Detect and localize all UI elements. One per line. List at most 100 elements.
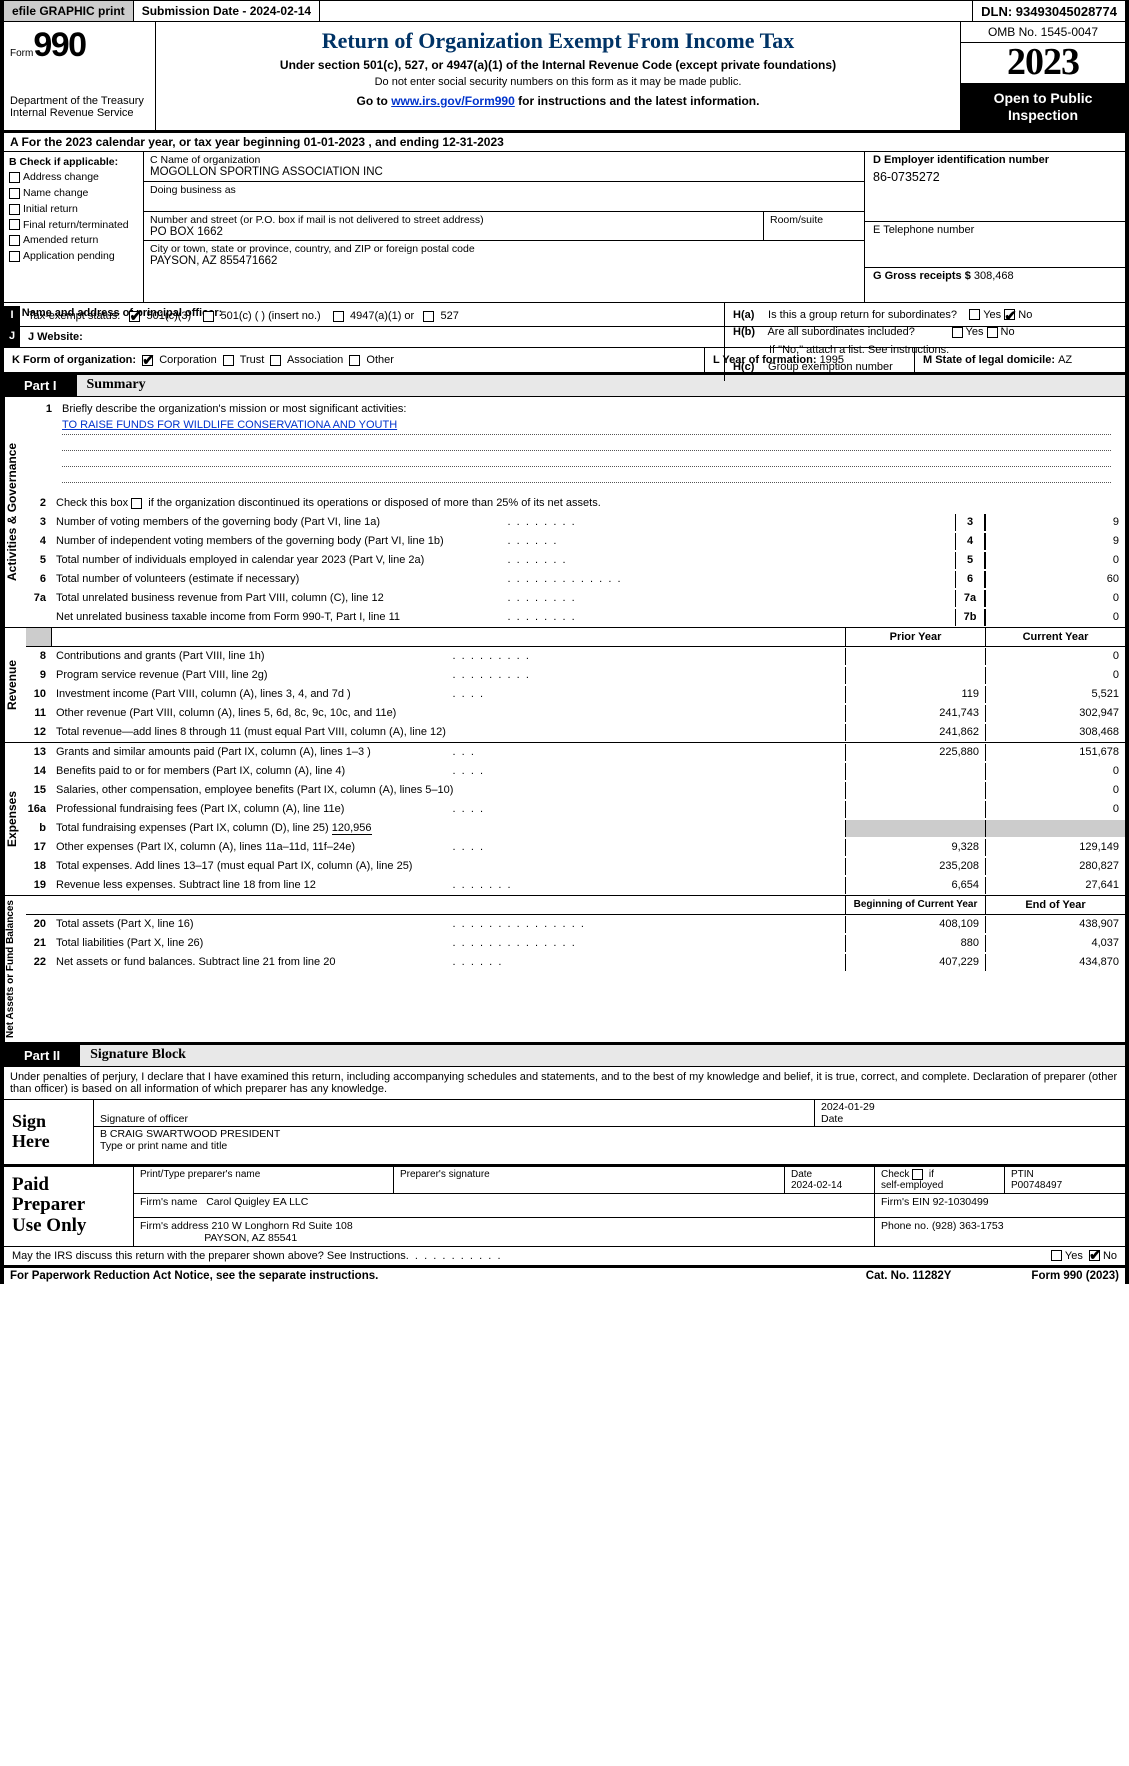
line-10-label: Investment income (Part VIII, column (A)… [52,688,449,700]
line-13-current: 151,678 [985,744,1125,761]
part-1-expenses: Expenses 13Grants and similar amounts pa… [0,743,1129,896]
line-14-prior [845,763,985,780]
check-amended-return[interactable] [9,235,20,246]
line-16b-current [985,820,1125,837]
line-3-label: Number of voting members of the governin… [52,516,504,528]
hdr-end-year: End of Year [985,896,1125,914]
line-18-label: Total expenses. Add lines 13–17 (must eq… [52,860,845,872]
line-20-current: 438,907 [985,916,1125,933]
part-1-governance: Activities & Governance 1Briefly describ… [0,397,1129,628]
part-2-header: Part II Signature Block [0,1045,1129,1067]
firm-phone: (928) 363-1753 [932,1220,1004,1232]
ein-label: D Employer identification number [873,154,1117,166]
org-name-label: C Name of organization [150,154,858,166]
hdr-beginning-year: Beginning of Current Year [845,896,985,914]
part-1-net-assets: Net Assets or Fund Balances Beginning of… [0,896,1129,1045]
address-label: Number and street (or P.O. box if mail i… [150,214,757,226]
line-18-prior: 235,208 [845,858,985,875]
line-11-prior: 241,743 [845,705,985,722]
line-19-label: Revenue less expenses. Subtract line 18 … [52,879,449,891]
line-21-current: 4,037 [985,935,1125,952]
line-14-label: Benefits paid to or for members (Part IX… [52,765,449,777]
line-20-label: Total assets (Part X, line 16) [52,918,449,930]
line-10-current: 5,521 [985,686,1125,703]
check-self-employed[interactable] [912,1169,923,1180]
signature-declaration: Under penalties of perjury, I declare th… [0,1067,1129,1100]
section-j: J J Website: [0,327,1129,348]
check-527[interactable] [423,311,434,322]
check-initial-return[interactable] [9,204,20,215]
line-22-current: 434,870 [985,954,1125,971]
check-name-change[interactable] [9,188,20,199]
line-8-current: 0 [985,648,1125,665]
firm-ein: 92-1030499 [933,1196,989,1208]
line-8-prior [845,648,985,665]
line-20-prior: 408,109 [845,916,985,933]
check-application-pending[interactable] [9,251,20,262]
line-18-current: 280,827 [985,858,1125,875]
check-address-change[interactable] [9,172,20,183]
line-22-label: Net assets or fund balances. Subtract li… [52,956,449,968]
discuss-no[interactable] [1089,1250,1100,1261]
efile-print-button[interactable]: efile GRAPHIC print [4,1,134,21]
cat-no: Cat. No. 11282Y [866,1270,952,1282]
address: PO BOX 1662 [150,226,757,238]
line-17-current: 129,149 [985,839,1125,856]
line-5-value: 0 [985,552,1125,569]
check-discontinued[interactable] [131,498,142,509]
firm-name: Carol Quigley EA LLC [206,1196,308,1208]
hdr-current-year: Current Year [985,628,1125,646]
check-501c[interactable] [203,311,214,322]
side-label-revenue: Revenue [4,628,26,742]
line-16a-prior [845,801,985,818]
form-footer: For Paperwork Reduction Act Notice, see … [0,1268,1129,1284]
irs-gov-link[interactable]: www.irs.gov/Form990 [391,94,515,108]
line-4-label: Number of independent voting members of … [52,535,504,547]
line-22-prior: 407,229 [845,954,985,971]
line-12-prior: 241,862 [845,724,985,741]
officer-name-title: B CRAIG SWARTWOOD PRESIDENT [100,1128,280,1140]
check-501c3[interactable] [129,311,140,322]
check-final-return[interactable] [9,219,20,230]
line-15-label: Salaries, other compensation, employee b… [52,784,845,796]
section-k-l-m: K Form of organization: Corporation Trus… [0,348,1129,375]
line-13-label: Grants and similar amounts paid (Part IX… [52,746,449,758]
line-21-prior: 880 [845,935,985,952]
line-11-current: 302,947 [985,705,1125,722]
line-17-prior: 9,328 [845,839,985,856]
line-9-label: Program service revenue (Part VIII, line… [52,669,449,681]
line-2-label: Check this box if the organization disco… [52,497,1125,509]
paid-preparer-label: PaidPreparerUse Only [4,1167,134,1246]
side-label-governance: Activities & Governance [4,397,26,627]
line-17-label: Other expenses (Part IX, column (A), lin… [52,841,449,853]
line-9-prior [845,667,985,684]
tax-year: 2023 [961,43,1125,84]
prep-date: 2024-02-14 [791,1180,842,1191]
room-suite-label: Room/suite [770,214,858,226]
sign-here-block: Sign Here Signature of officer 2024-01-2… [0,1100,1129,1167]
form-subtitle-2: Do not enter social security numbers on … [166,76,950,88]
org-name: MOGOLLON SPORTING ASSOCIATION INC [150,166,858,178]
city-value: PAYSON, AZ 855471662 [150,255,858,267]
part-1-revenue: Revenue Prior YearCurrent Year 8Contribu… [0,628,1129,743]
mission-text: TO RAISE FUNDS FOR WILDLIFE CONSERVATION… [62,419,1111,435]
check-association[interactable] [270,355,281,366]
check-4947[interactable] [333,311,344,322]
line-7b-value: 0 [985,609,1125,626]
prep-name-label: Print/Type preparer's name [134,1167,394,1193]
form-instructions-link: Go to www.irs.gov/Form990 for instructio… [166,94,950,108]
line-11-label: Other revenue (Part VIII, column (A), li… [52,707,845,719]
check-corporation[interactable] [142,355,153,366]
check-trust[interactable] [223,355,234,366]
sign-here-label: Sign Here [4,1100,94,1164]
check-other[interactable] [349,355,360,366]
gross-receipts-label: G Gross receipts $ [873,270,974,282]
section-c-org-info: C Name of organization MOGOLLON SPORTING… [144,152,865,302]
firm-address-1: 210 W Longhorn Rd Suite 108 [211,1220,352,1232]
line-6-label: Total number of volunteers (estimate if … [52,573,504,585]
submission-date: Submission Date - 2024-02-14 [134,1,320,21]
section-i: I Tax-exempt status: 501(c)(3) 501(c) ( … [0,306,1129,327]
discuss-yes[interactable] [1051,1250,1062,1261]
line-3-value: 9 [985,514,1125,531]
section-a-tax-year: A For the 2023 calendar year, or tax yea… [0,133,1129,152]
